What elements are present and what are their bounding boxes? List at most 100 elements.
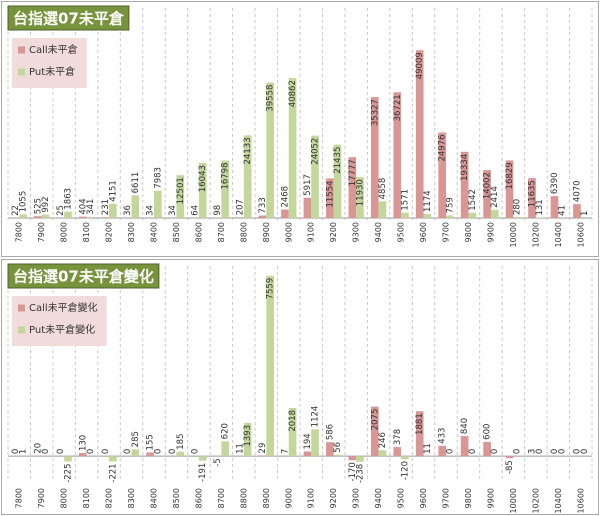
legend-swatch (18, 68, 25, 76)
bar (243, 135, 252, 218)
value-label: -225 (63, 464, 73, 483)
legend-background (12, 38, 87, 88)
value-label: 29 (258, 443, 268, 454)
x-tick-label: 8400 (150, 488, 159, 508)
bar (266, 82, 274, 218)
x-tick-label: 8600 (194, 488, 203, 508)
bar (550, 196, 559, 218)
bar (109, 203, 117, 218)
x-tick-label: 9000 (284, 222, 293, 242)
bar (401, 212, 409, 218)
x-tick-label: 8100 (82, 488, 91, 508)
value-label: 992 (41, 196, 51, 212)
x-tick-label: 9900 (486, 222, 495, 242)
value-label: 11 (236, 443, 246, 454)
value-label: 0 (445, 449, 455, 454)
value-label: 40862 (288, 80, 298, 107)
bar (393, 92, 402, 218)
bar (41, 214, 50, 218)
value-label: 0 (168, 449, 178, 454)
x-tick-label: 8700 (217, 488, 226, 508)
bar (326, 442, 334, 457)
value-label: 3 (528, 449, 538, 454)
bar (370, 97, 379, 218)
value-label: 0 (11, 449, 21, 454)
value-label: 185 (176, 433, 186, 449)
x-tick-label: 9700 (442, 488, 451, 508)
bar (513, 217, 522, 218)
bar (483, 170, 491, 218)
value-label: 14002 (483, 172, 493, 199)
value-label: 0 (572, 449, 582, 454)
value-label: 246 (378, 432, 388, 448)
bar (154, 190, 162, 218)
bar (78, 453, 87, 457)
x-tick-label: 7900 (37, 222, 46, 242)
bar (176, 451, 185, 457)
x-tick-label: 9400 (374, 222, 383, 242)
value-label: 35327 (370, 99, 380, 126)
value-label: 7 (280, 449, 290, 454)
x-tick-label: 10200 (531, 488, 540, 513)
bar (101, 217, 110, 218)
value-label: 98 (213, 205, 223, 216)
bar (333, 144, 342, 218)
bar (460, 436, 469, 457)
x-tick-label: 10600 (576, 488, 585, 513)
value-label: 433 (438, 428, 448, 444)
bar (86, 216, 95, 218)
bar (333, 454, 342, 457)
x-tick-label: 9200 (329, 488, 338, 508)
x-tick-label: 9500 (397, 488, 406, 508)
value-label: 6611 (131, 172, 141, 194)
bar (288, 78, 297, 219)
x-tick-label: 7800 (15, 488, 24, 508)
x-tick-label: 10600 (576, 222, 585, 247)
x-tick-label: 9600 (419, 488, 428, 508)
value-label: 0 (490, 449, 500, 454)
legend-background (12, 296, 107, 346)
value-label: -191 (198, 463, 208, 482)
value-label: 11554 (325, 180, 335, 207)
x-tick-label: 9900 (486, 488, 495, 508)
bar (370, 406, 379, 457)
value-label: 39558 (266, 85, 276, 112)
title-background (7, 263, 160, 289)
value-label: 49009 (415, 52, 425, 79)
x-tick-label: 10400 (554, 488, 563, 513)
value-label: 1174 (423, 190, 433, 212)
value-label: 34 (146, 205, 156, 216)
x-tick-label: 9100 (307, 488, 316, 508)
value-label: 25 (56, 205, 66, 216)
bar (378, 450, 387, 457)
value-label: 0 (56, 449, 66, 454)
value-label: 0 (153, 449, 163, 454)
value-label: 4151 (108, 180, 118, 202)
value-label: 22 (11, 205, 21, 216)
title-background (7, 5, 130, 31)
value-label: 620 (221, 423, 231, 439)
legend: Call未平倉變化 Put未平倉變化 (12, 296, 107, 346)
value-label: 19334 (460, 154, 470, 181)
value-label: 4858 (378, 178, 388, 200)
value-label: 130 (78, 435, 88, 451)
x-tick-label: 8000 (60, 222, 69, 242)
x-tick-label: 9700 (442, 222, 451, 242)
bar (528, 178, 536, 218)
legend-label: Put未平倉變化 (29, 323, 95, 336)
x-tick-label: 8700 (217, 222, 226, 242)
value-label: 0 (191, 449, 201, 454)
x-tick-label: 9800 (464, 488, 473, 508)
value-label: 2018 (288, 410, 298, 432)
bar (415, 50, 424, 219)
bar (438, 445, 446, 457)
bar (468, 212, 477, 218)
x-tick-label: 8900 (262, 488, 271, 508)
value-label: 20 (33, 443, 43, 454)
bar (326, 178, 334, 218)
value-label: 2468 (280, 186, 290, 208)
value-label: -120 (400, 461, 410, 480)
value-label: 0 (86, 449, 96, 454)
value-label: 2414 (490, 186, 500, 208)
legend-swatch (18, 304, 25, 312)
